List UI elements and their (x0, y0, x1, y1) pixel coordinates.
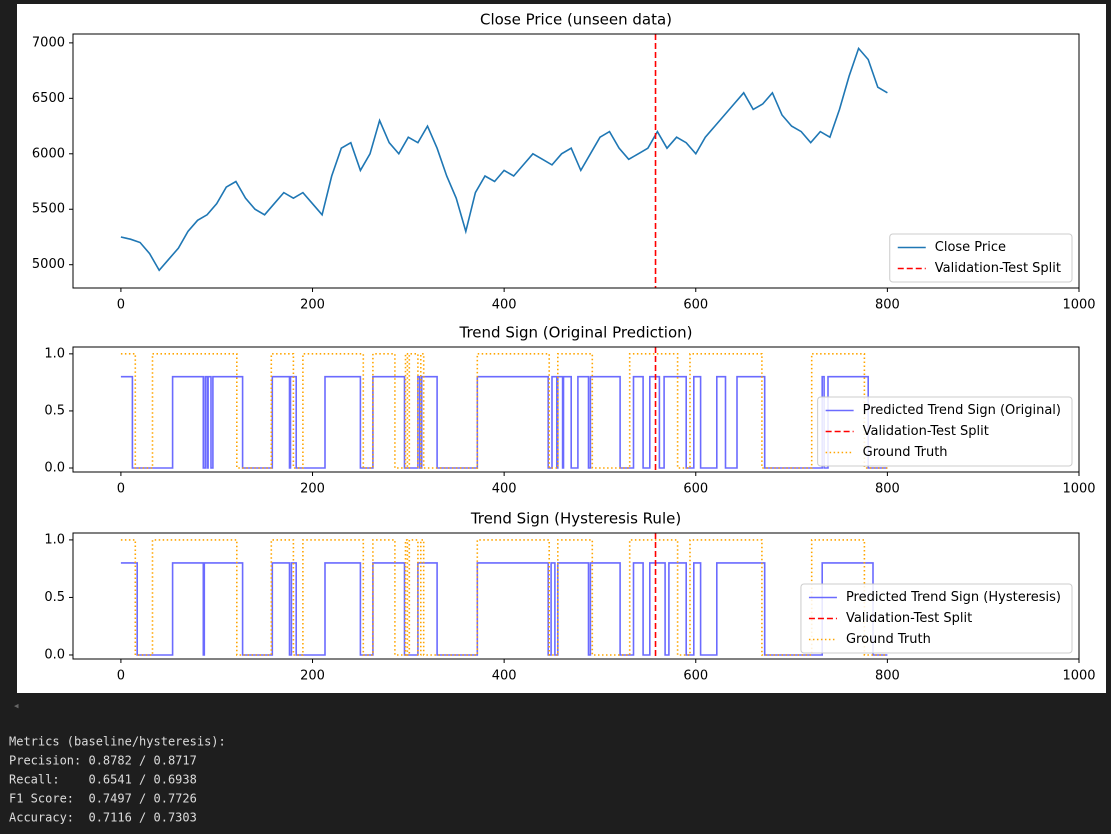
chart-title: Trend Sign (Original Prediction) (459, 324, 693, 342)
axes-frame (72, 532, 1080, 660)
axes-frame (72, 33, 1080, 289)
axes-frame (72, 346, 1080, 473)
legend-label: Ground Truth (846, 632, 931, 647)
y-tick-label: 6500 (32, 91, 65, 106)
legend: Close Price Validation-Test Split (889, 233, 1073, 283)
x-tick-label: 1000 (1062, 669, 1095, 684)
x-tick-label: 400 (492, 298, 517, 313)
y-tick-label: 0.5 (44, 590, 65, 605)
x-tick-label: 600 (683, 298, 708, 313)
output-line: Accuracy: 0.7116 / 0.7303 (9, 811, 197, 825)
legend-label: Close Price (935, 240, 1006, 255)
legend-label: Validation-Test Split (935, 261, 1061, 276)
legend-label: Validation-Test Split (863, 424, 989, 439)
legend-label: Validation-Test Split (846, 611, 972, 626)
legend: Predicted Trend Sign (Hysteresis) Validat… (800, 583, 1073, 654)
x-tick-label: 800 (875, 669, 900, 684)
y-tick-label: 0.0 (44, 647, 65, 662)
y-tick-label: 5000 (32, 257, 65, 272)
x-tick-label: 800 (875, 482, 900, 497)
x-tick-label: 0 (117, 298, 125, 313)
y-tick-label: 0.0 (44, 461, 65, 476)
y-tick-label: 1.0 (44, 346, 65, 361)
series-line (120, 562, 888, 656)
y-tick-label: 1.0 (44, 532, 65, 547)
y-tick-label: 6000 (32, 146, 65, 161)
output-line: F1 Score: 0.7497 / 0.7726 (9, 792, 197, 806)
series-line (120, 353, 888, 469)
y-tick-label: 5500 (32, 202, 65, 217)
legend-box (889, 233, 1073, 283)
x-tick-label: 1000 (1062, 482, 1095, 497)
legend-label: Ground Truth (863, 445, 948, 460)
legend-label: Predicted Trend Sign (Hysteresis) (846, 590, 1061, 605)
output-line: Precision: 0.8782 / 0.8717 (9, 754, 197, 768)
x-tick-label: 600 (683, 482, 708, 497)
x-tick-label: 200 (300, 669, 325, 684)
x-tick-label: 200 (300, 482, 325, 497)
legend: Predicted Trend Sign (Original) Validatio… (817, 396, 1073, 467)
x-tick-label: 200 (300, 298, 325, 313)
legend-label: Predicted Trend Sign (Original) (863, 403, 1061, 418)
x-tick-label: 0 (117, 669, 125, 684)
legend-box (817, 396, 1073, 467)
series-line (120, 46, 888, 272)
chart-title: Trend Sign (Hysteresis Rule) (470, 510, 681, 528)
scroll-indicator: ◂ (14, 702, 19, 712)
series-line (120, 375, 888, 469)
x-tick-label: 0 (117, 482, 125, 497)
x-tick-label: 400 (492, 482, 517, 497)
x-tick-label: 800 (875, 298, 900, 313)
y-tick-label: 0.5 (44, 403, 65, 418)
x-tick-label: 1000 (1062, 298, 1095, 313)
output-line: Recall: 0.6541 / 0.6938 (9, 773, 197, 787)
x-tick-label: 600 (683, 669, 708, 684)
x-tick-label: 400 (492, 669, 517, 684)
chart-title: Close Price (unseen data) (480, 11, 672, 29)
legend-box (800, 583, 1073, 654)
y-tick-label: 7000 (32, 35, 65, 50)
output-line: Metrics (baseline/hysteresis): (9, 735, 226, 749)
